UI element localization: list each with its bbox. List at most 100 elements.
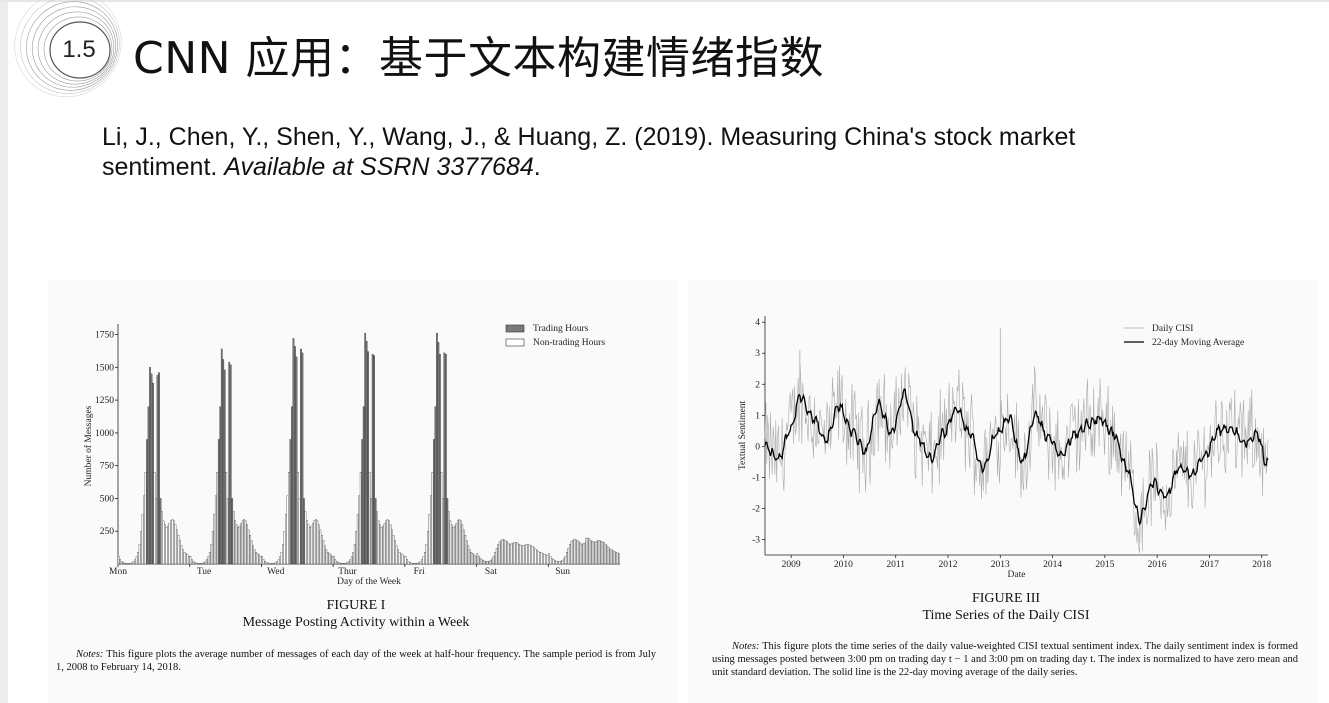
fig1-bar: [301, 352, 304, 565]
fig3-x-tick-label: 2012: [939, 560, 958, 570]
fig1-bar: [140, 531, 142, 565]
fig1-bar: [358, 495, 361, 565]
fig1-bar: [313, 520, 316, 565]
fig3-daily-cisi-line: [764, 363, 1269, 554]
fig1-bar: [450, 524, 453, 565]
fig1-bar: [125, 563, 127, 565]
fig1-bar: [347, 561, 350, 565]
fig1-bar: [340, 563, 343, 565]
fig1-bar: [220, 348, 223, 565]
fig1-bar: [495, 548, 498, 565]
fig1-bar: [217, 439, 220, 565]
fig1-bar: [306, 520, 308, 565]
fig1-bar: [262, 559, 265, 565]
fig1-bar: [595, 541, 598, 565]
fig1-bar: [440, 472, 443, 565]
fig1-bar: [237, 527, 240, 565]
fig1-bar: [173, 520, 175, 565]
fig1-bar: [304, 511, 307, 565]
fig1-bar: [500, 540, 502, 565]
fig1-bar: [238, 525, 241, 565]
fig1-bar: [147, 406, 150, 565]
fig1-bar: [307, 524, 310, 565]
fig1-bar: [539, 552, 541, 565]
figure3-notes-body: This figure plots the time series of the…: [712, 641, 1298, 678]
fig1-bar: [585, 537, 588, 565]
fig1-bar: [607, 547, 610, 565]
fig1-bar: [355, 531, 358, 565]
fig1-bar: [234, 520, 237, 565]
fig1-bar: [589, 540, 592, 565]
figure1-notes: Notes: This figure plots the average num…: [56, 648, 656, 674]
fig1-bar: [509, 544, 511, 565]
fig1-x-tick-label: Wed: [267, 567, 284, 577]
fig3-x-tick-label: 2009: [782, 560, 801, 570]
fig1-bar: [159, 498, 162, 565]
fig3-moving-average-line: [764, 388, 1269, 526]
slide-left-edge: [0, 0, 8, 703]
fig1-bar: [439, 354, 441, 565]
fig3-y-tick-label: 3: [755, 349, 760, 359]
fig1-bar: [119, 559, 122, 565]
fig1-bar: [277, 559, 280, 565]
fig1-bar: [461, 524, 464, 565]
fig1-bar: [246, 524, 249, 565]
fig1-bar: [214, 495, 217, 565]
fig1-bar: [418, 562, 420, 565]
fig1-bar: [485, 561, 488, 565]
fig1-bar: [337, 562, 340, 565]
fig1-bar: [583, 542, 586, 565]
fig1-bar: [492, 555, 495, 565]
paper-citation: Li, J., Chen, Y., Shen, Y., Wang, J., & …: [102, 122, 1162, 182]
fig1-bar: [280, 552, 283, 565]
fig1-bar: [598, 540, 601, 565]
fig1-bar: [558, 561, 561, 565]
fig1-bar: [391, 529, 393, 565]
fig1-bar: [318, 524, 320, 565]
fig1-legend-label: Trading Hours: [533, 324, 589, 334]
fig1-bar: [279, 556, 281, 565]
fig1-bar: [456, 520, 459, 565]
fig1-bar: [507, 542, 510, 565]
fig1-bar: [545, 554, 547, 565]
figure3-notes: Notes: This figure plots the time series…: [712, 640, 1298, 679]
fig1-bar: [153, 472, 156, 565]
fig1-bar: [462, 529, 465, 565]
fig1-bar: [592, 541, 595, 565]
fig1-bar: [616, 552, 619, 565]
fig1-bar: [392, 534, 395, 565]
fig3-x-tick-label: 2017: [1200, 560, 1219, 570]
fig1-bar: [580, 544, 583, 565]
fig1-bar: [256, 553, 259, 565]
fig1-bar: [569, 544, 571, 565]
fig1-bar: [152, 382, 154, 565]
fig1-bar: [548, 553, 550, 565]
fig1-bar: [555, 560, 558, 565]
fig1-bar: [501, 538, 504, 565]
fig1-bar: [349, 559, 352, 565]
fig1-bar: [276, 561, 278, 565]
fig3-x-tick-label: 2016: [1148, 560, 1167, 570]
fig1-bar: [497, 544, 500, 565]
fig1-bar: [177, 534, 180, 565]
fig1-bar: [436, 333, 438, 565]
fig1-bar: [182, 549, 184, 565]
fig1-bar: [226, 498, 229, 565]
fig1-bar: [398, 552, 401, 565]
fig1-bar: [365, 340, 368, 565]
fig1-bar: [498, 541, 501, 565]
fig1-bar: [551, 557, 553, 565]
fig1-bar: [267, 562, 269, 565]
fig1-bar: [223, 369, 226, 565]
fig1-y-axis-label: Number of Messages: [83, 405, 94, 486]
fig1-bar: [388, 520, 390, 565]
fig1-bar: [208, 552, 211, 565]
fig1-bar: [241, 520, 244, 565]
fig1-bar: [362, 406, 365, 565]
fig1-bar: [419, 561, 422, 565]
fig1-bar: [560, 560, 562, 565]
fig1-bar: [222, 359, 225, 565]
fig1-bar: [176, 529, 178, 565]
fig1-x-tick-label: Mon: [109, 567, 127, 577]
fig1-bar: [437, 342, 440, 565]
